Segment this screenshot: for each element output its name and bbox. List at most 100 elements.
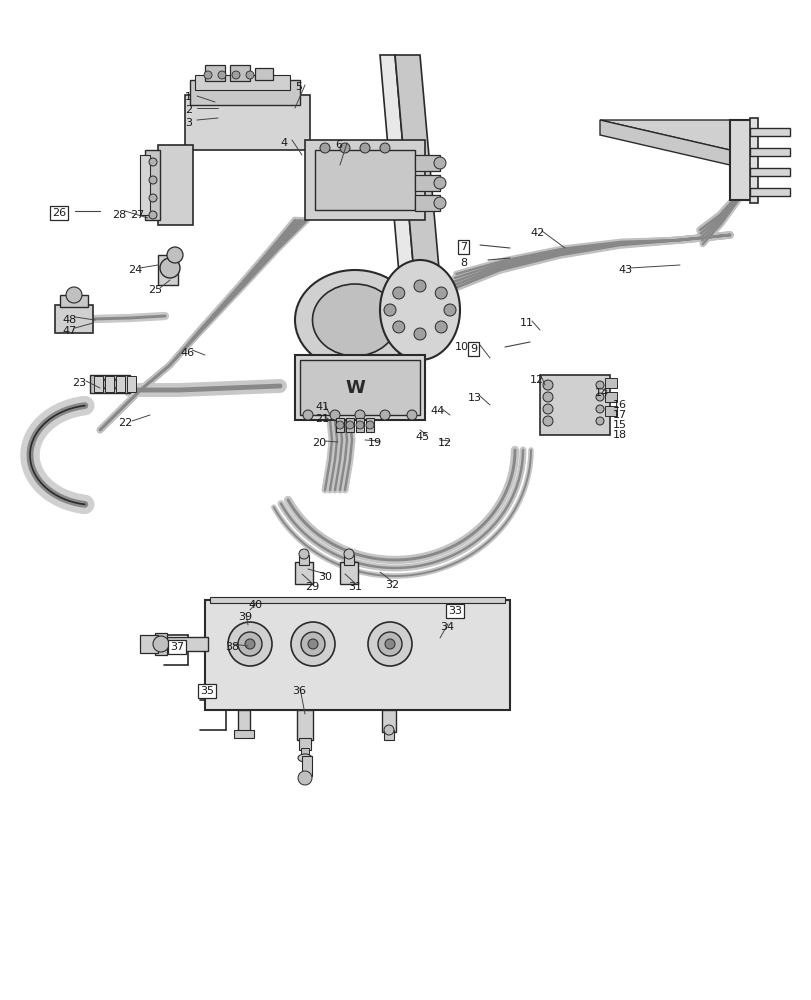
Circle shape bbox=[414, 328, 426, 340]
Circle shape bbox=[433, 197, 445, 209]
Circle shape bbox=[303, 410, 312, 420]
Bar bbox=[127, 376, 135, 392]
Text: 15: 15 bbox=[612, 420, 626, 430]
Bar bbox=[298, 555, 309, 565]
Text: 17: 17 bbox=[612, 410, 626, 420]
Circle shape bbox=[384, 304, 396, 316]
Bar bbox=[60, 295, 88, 307]
Circle shape bbox=[433, 157, 445, 169]
Circle shape bbox=[406, 410, 417, 420]
Circle shape bbox=[433, 177, 445, 189]
Circle shape bbox=[595, 381, 603, 389]
Bar bbox=[297, 710, 312, 740]
Circle shape bbox=[344, 549, 354, 559]
Text: 27: 27 bbox=[130, 210, 144, 220]
Bar bbox=[116, 376, 125, 392]
Text: 6: 6 bbox=[335, 140, 341, 150]
Circle shape bbox=[232, 71, 240, 79]
Text: 10: 10 bbox=[454, 342, 469, 352]
Bar bbox=[729, 120, 751, 200]
Text: 37: 37 bbox=[169, 642, 184, 652]
Ellipse shape bbox=[298, 754, 311, 762]
Text: 23: 23 bbox=[72, 378, 86, 388]
Circle shape bbox=[148, 176, 157, 184]
Bar bbox=[384, 730, 393, 740]
Text: 38: 38 bbox=[225, 642, 238, 652]
Text: 5: 5 bbox=[294, 82, 302, 92]
Bar bbox=[195, 75, 290, 90]
Bar bbox=[298, 738, 311, 750]
Text: 30: 30 bbox=[318, 572, 332, 582]
Bar bbox=[604, 406, 616, 416]
Bar bbox=[345, 418, 354, 432]
Text: 24: 24 bbox=[128, 265, 142, 275]
Circle shape bbox=[160, 258, 180, 278]
Text: 42: 42 bbox=[530, 228, 543, 238]
Bar bbox=[749, 118, 757, 203]
Bar bbox=[336, 418, 344, 432]
Bar bbox=[749, 148, 789, 156]
Bar bbox=[604, 392, 616, 402]
Bar bbox=[414, 175, 440, 191]
Text: 2: 2 bbox=[185, 105, 192, 115]
Bar bbox=[90, 375, 130, 393]
Text: 22: 22 bbox=[118, 418, 132, 428]
Bar bbox=[315, 150, 414, 210]
Bar bbox=[305, 140, 424, 220]
Text: 12: 12 bbox=[437, 438, 452, 448]
Circle shape bbox=[595, 405, 603, 413]
Bar bbox=[234, 730, 254, 738]
Circle shape bbox=[245, 639, 255, 649]
Circle shape bbox=[307, 639, 318, 649]
Circle shape bbox=[359, 143, 370, 153]
Bar bbox=[414, 195, 440, 211]
Bar bbox=[366, 418, 374, 432]
Circle shape bbox=[301, 632, 324, 656]
Circle shape bbox=[345, 421, 354, 429]
Text: 34: 34 bbox=[440, 622, 453, 632]
Text: 28: 28 bbox=[112, 210, 126, 220]
Text: 9: 9 bbox=[470, 344, 477, 354]
Polygon shape bbox=[599, 120, 729, 165]
Circle shape bbox=[595, 417, 603, 425]
Bar bbox=[238, 710, 250, 732]
Circle shape bbox=[378, 632, 401, 656]
Circle shape bbox=[543, 392, 552, 402]
Bar bbox=[55, 305, 93, 333]
Bar bbox=[145, 150, 160, 220]
Circle shape bbox=[414, 280, 426, 292]
Text: 14: 14 bbox=[594, 388, 608, 398]
Bar bbox=[190, 80, 299, 105]
Circle shape bbox=[298, 771, 311, 785]
Text: 3: 3 bbox=[185, 118, 191, 128]
Text: 1: 1 bbox=[185, 92, 191, 102]
Circle shape bbox=[543, 380, 552, 390]
Bar bbox=[255, 68, 272, 80]
Text: 20: 20 bbox=[311, 438, 326, 448]
Circle shape bbox=[543, 416, 552, 426]
Circle shape bbox=[384, 725, 393, 735]
Text: 16: 16 bbox=[612, 400, 626, 410]
Circle shape bbox=[384, 639, 394, 649]
Bar bbox=[158, 145, 193, 225]
Circle shape bbox=[340, 143, 350, 153]
Circle shape bbox=[366, 421, 374, 429]
Bar bbox=[139, 155, 150, 215]
Circle shape bbox=[380, 143, 389, 153]
Bar bbox=[185, 95, 310, 150]
Ellipse shape bbox=[294, 270, 414, 370]
Text: 31: 31 bbox=[348, 582, 362, 592]
Polygon shape bbox=[394, 55, 440, 285]
Bar bbox=[355, 418, 363, 432]
Bar bbox=[749, 188, 789, 196]
Circle shape bbox=[66, 287, 82, 303]
Circle shape bbox=[320, 143, 329, 153]
Text: 13: 13 bbox=[467, 393, 482, 403]
Circle shape bbox=[290, 622, 335, 666]
Bar bbox=[204, 600, 509, 710]
Bar bbox=[139, 635, 158, 653]
Text: 11: 11 bbox=[519, 318, 534, 328]
Bar bbox=[301, 748, 309, 756]
Polygon shape bbox=[380, 55, 414, 285]
Text: 19: 19 bbox=[367, 438, 382, 448]
